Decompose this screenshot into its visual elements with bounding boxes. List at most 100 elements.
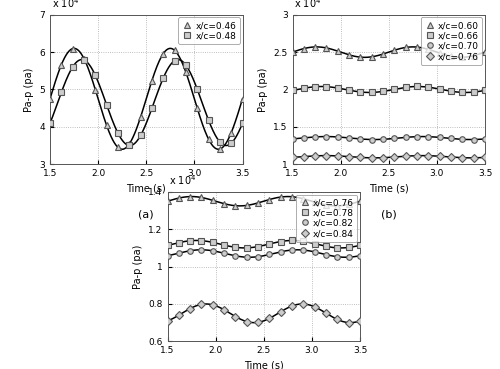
Text: x 10$^{4}$: x 10$^{4}$ [170,173,197,187]
x/c=0.70 [470,137,476,142]
x/c=0.46 [228,131,234,135]
x/c=0.60 [346,53,352,57]
x/c=0.66 [335,86,341,90]
Legend: x/c=0.46, x/c=0.48: x/c=0.46, x/c=0.48 [178,17,240,44]
x/c=0.76 [232,203,238,208]
x/c=0.48 [126,143,132,148]
x/c=0.76 [346,155,352,159]
x/c=0.76 [266,197,272,202]
x/c=0.66 [301,86,307,90]
x/c=0.66 [346,88,352,92]
Legend: x/c=0.76, x/c=0.78, x/c=0.82, x/c=0.84: x/c=0.76, x/c=0.78, x/c=0.82, x/c=0.84 [296,194,358,242]
x/c=0.76 [301,154,307,159]
x/c=0.60 [436,51,442,55]
x/c=0.66 [482,88,488,93]
Line: x/c=0.46: x/c=0.46 [47,46,246,152]
x/c=0.76 [290,155,296,160]
x/c=0.46 [240,97,246,101]
X-axis label: Time (s): Time (s) [244,361,284,369]
x/c=0.78 [221,243,227,247]
x/c=0.48 [104,103,110,107]
x/c=0.76 [244,203,250,208]
x/c=0.66 [448,89,454,93]
x/c=0.60 [358,55,364,59]
x/c=0.70 [448,136,454,141]
x/c=0.66 [312,85,318,89]
x/c=0.70 [290,137,296,141]
x/c=0.76 [300,197,306,201]
x/c=0.76 [289,194,295,199]
x/c=0.82 [278,249,283,254]
x/c=0.82 [346,255,352,259]
x/c=0.48 [172,58,177,63]
x/c=0.48 [217,140,223,144]
x/c=0.78 [357,243,363,248]
x/c=0.78 [300,239,306,244]
x/c=0.76 [482,155,488,160]
x/c=0.84 [346,320,352,325]
x/c=0.66 [460,90,466,94]
x/c=0.60 [470,54,476,58]
x/c=0.60 [414,45,420,49]
x/c=0.46 [126,142,132,146]
x/c=0.48 [240,121,246,125]
x/c=0.76 [460,155,466,160]
x/c=0.76 [187,194,193,199]
x/c=0.46 [183,70,189,75]
x/c=0.48 [149,106,155,110]
x/c=0.82 [300,248,306,252]
x/c=0.70 [402,135,408,139]
x/c=0.84 [357,319,363,323]
x/c=0.46 [104,123,110,128]
x/c=0.48 [183,63,189,68]
x/c=0.78 [289,238,295,243]
x/c=0.82 [164,254,170,258]
Y-axis label: Pa-p (pa): Pa-p (pa) [132,244,142,289]
x/c=0.78 [278,239,283,244]
x/c=0.66 [358,90,364,94]
x/c=0.66 [392,87,398,92]
Line: x/c=0.76: x/c=0.76 [290,153,488,161]
x/c=0.76 [392,155,398,159]
x/c=0.48 [47,121,53,125]
x/c=0.82 [357,254,363,258]
x/c=0.84 [289,304,295,308]
Line: x/c=0.66: x/c=0.66 [290,84,488,95]
x/c=0.70 [482,137,488,141]
x/c=0.70 [380,137,386,142]
x/c=0.76 [426,154,432,158]
x/c=0.46 [194,106,200,110]
x/c=0.84 [164,319,170,323]
x/c=0.82 [198,248,204,252]
x/c=0.84 [221,307,227,312]
x/c=0.84 [312,305,318,309]
x/c=0.48 [58,90,64,95]
x/c=0.70 [358,137,364,141]
x/c=0.46 [47,97,53,101]
x/c=0.60 [392,48,398,52]
x/c=0.84 [266,316,272,321]
X-axis label: Time (s): Time (s) [369,184,408,194]
x/c=0.66 [380,89,386,94]
x/c=0.76 [470,156,476,160]
x/c=0.70 [436,135,442,139]
x/c=0.76 [221,201,227,206]
x/c=0.76 [380,155,386,160]
x/c=0.60 [369,55,375,59]
x/c=0.46 [160,51,166,56]
x/c=0.66 [324,85,330,89]
x/c=0.60 [482,50,488,54]
x/c=0.82 [232,254,238,258]
x/c=0.76 [312,154,318,158]
x/c=0.78 [164,243,170,248]
x/c=0.70 [301,136,307,140]
x/c=0.78 [198,238,204,243]
x/c=0.70 [346,136,352,140]
x/c=0.76 [334,204,340,208]
x/c=0.76 [176,196,182,200]
x/c=0.60 [312,45,318,49]
x/c=0.76 [414,154,420,158]
Text: (b): (b) [381,209,396,219]
x/c=0.82 [187,248,193,253]
x/c=0.82 [244,255,250,259]
